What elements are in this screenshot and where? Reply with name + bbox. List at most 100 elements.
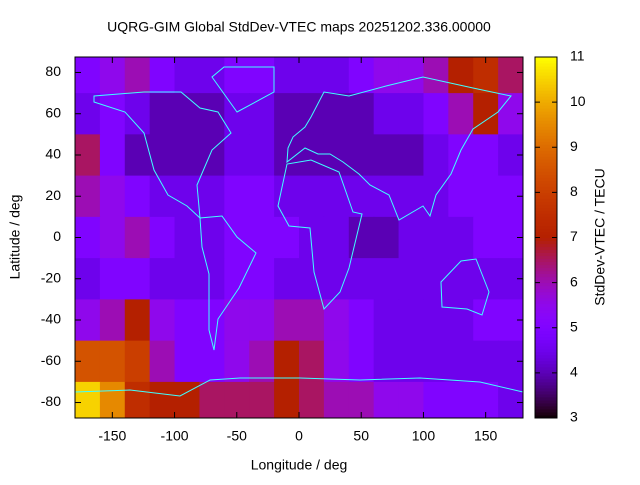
heatmap-cell <box>124 175 151 218</box>
colorbar-swatch <box>535 198 557 202</box>
colorbar-swatch <box>535 132 557 136</box>
colorbar-swatch <box>535 393 557 398</box>
heatmap-cell <box>473 340 499 383</box>
heatmap-cell <box>323 258 350 300</box>
colorbar-swatch <box>535 309 557 314</box>
colorbar-swatch <box>535 237 557 242</box>
colorbar-swatch <box>535 90 557 94</box>
heatmap-cell <box>299 258 325 300</box>
heatmap-cell <box>75 381 101 418</box>
heatmap-cell <box>348 175 375 218</box>
colorbar-swatch <box>535 336 557 341</box>
colorbar-swatch <box>535 399 557 404</box>
colorbar-swatch <box>535 63 557 67</box>
colorbar-swatch <box>535 93 557 97</box>
colorbar-swatch <box>535 123 557 127</box>
heatmap-cell <box>348 57 375 94</box>
coast-south-america <box>199 215 257 351</box>
heatmap-cell <box>249 299 275 342</box>
heatmap-cell <box>373 93 400 135</box>
colorbar-swatch <box>535 288 557 293</box>
heatmap-cell <box>224 299 250 342</box>
colorbar-swatch <box>535 168 557 172</box>
heatmap-cell <box>174 134 200 177</box>
colorbar-swatch <box>535 78 557 82</box>
colorbar-swatch <box>535 159 557 163</box>
heatmap-cell <box>448 299 474 342</box>
x-tick-label: -150 <box>98 428 126 444</box>
colorbar-swatch <box>535 210 557 214</box>
heatmap-cell <box>174 57 200 94</box>
heatmap-cell <box>199 299 225 342</box>
colorbar-swatch <box>535 348 557 353</box>
y-tick-label: 80 <box>45 63 61 79</box>
heatmap-cell <box>224 340 250 383</box>
colorbar-swatch <box>535 327 557 332</box>
heatmap-cell <box>398 340 424 383</box>
coast-africa <box>277 159 363 310</box>
colorbar-swatch <box>535 207 557 211</box>
heatmap-cell <box>274 258 300 300</box>
heatmap-cell <box>149 381 176 418</box>
colorbar-swatch <box>535 60 557 64</box>
heatmap-cell <box>124 340 151 383</box>
colorbar-swatch <box>535 243 557 248</box>
colorbar-swatch <box>535 219 557 223</box>
heatmap-cell <box>348 258 375 300</box>
heatmap-cell <box>323 216 350 259</box>
colorbar-swatch <box>535 282 557 287</box>
heatmap-cell <box>174 340 200 383</box>
colorbar-swatch <box>535 387 557 392</box>
heatmap-cell <box>199 381 225 418</box>
heatmap-cell <box>323 57 350 94</box>
colorbar-swatch <box>535 174 557 178</box>
heatmap-cell <box>423 57 449 94</box>
colorbar-swatch <box>535 303 557 308</box>
y-tick-label: 0 <box>53 228 61 244</box>
heatmap-cell <box>398 216 424 259</box>
heatmap <box>75 57 523 418</box>
heatmap-cell <box>398 93 424 135</box>
colorbar-swatch <box>535 252 557 257</box>
colorbar-swatch <box>535 141 557 145</box>
heatmap-cell <box>423 258 449 300</box>
colorbar-swatch <box>535 216 557 220</box>
colorbar-tick-label: 7 <box>570 228 578 244</box>
colorbar-swatch <box>535 66 557 70</box>
heatmap-cell <box>498 57 523 94</box>
heatmap-cell <box>473 258 499 300</box>
colorbar-swatch <box>535 330 557 335</box>
colorbar-swatch <box>535 258 557 263</box>
colorbar-swatch <box>535 138 557 142</box>
heatmap-cell <box>299 216 325 259</box>
heatmap-cell <box>373 299 400 342</box>
colorbar-swatch <box>535 162 557 166</box>
heatmap-cell <box>99 381 126 418</box>
colorbar-swatch <box>535 126 557 130</box>
colorbar-label: StdDev-VTEC / TECU <box>592 168 608 305</box>
colorbar-swatch <box>535 84 557 88</box>
heatmap-cell <box>224 134 250 177</box>
colorbar-swatch <box>535 318 557 323</box>
x-tick-label: -100 <box>161 428 189 444</box>
colorbar-swatch <box>535 99 557 103</box>
colorbar-swatch <box>535 291 557 296</box>
colorbar-swatch <box>535 354 557 359</box>
heatmap-cell <box>498 381 523 418</box>
colorbar-tick-label: 11 <box>570 48 585 64</box>
colorbar-swatch <box>535 246 557 251</box>
heatmap-cell <box>299 340 325 383</box>
heatmap-cell <box>323 175 350 218</box>
colorbar-swatch <box>535 324 557 329</box>
colorbar-swatch <box>535 351 557 356</box>
colorbar-swatch <box>535 186 557 190</box>
colorbar-tick-label: 9 <box>570 138 578 154</box>
heatmap-cell <box>149 258 176 300</box>
heatmap-cell <box>423 134 449 177</box>
colorbar-swatch <box>535 114 557 118</box>
coast-australia <box>440 258 490 316</box>
heatmap-cell <box>174 299 200 342</box>
colorbar-swatch <box>535 369 557 374</box>
colorbar-swatch <box>535 405 557 410</box>
